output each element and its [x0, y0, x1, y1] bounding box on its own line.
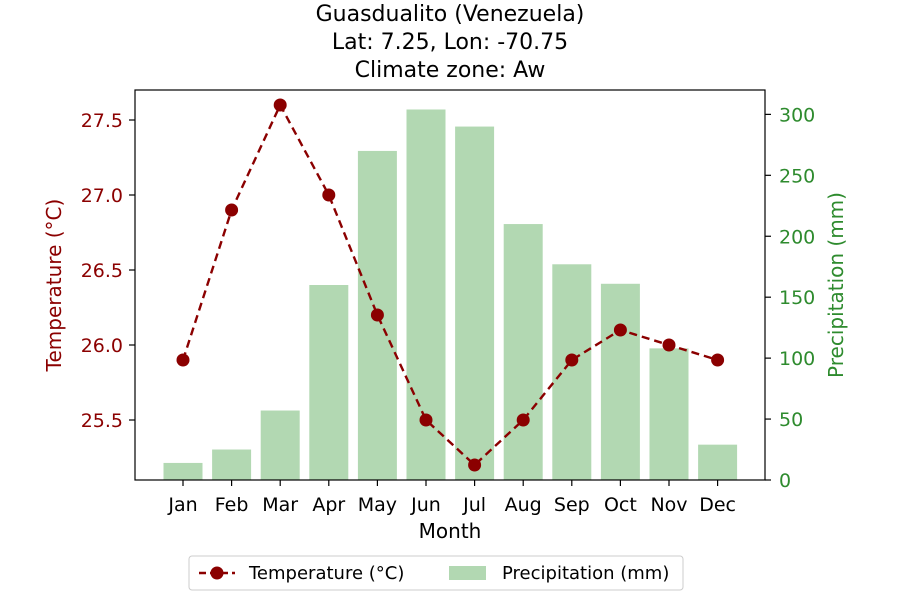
temperature-axis-label: Temperature (°C)	[42, 199, 66, 373]
precip-bar-jul	[455, 126, 495, 480]
month-axis-ticks: Jan Feb Mar Apr May Jun Jul Aug Sep Oct Nov Dec	[167, 480, 736, 516]
legend-precipitation-label: Precipitation (mm)	[502, 563, 669, 584]
temp-point-jul	[468, 458, 482, 472]
month-tick-label: Nov	[650, 494, 687, 516]
temp-point-jan	[176, 353, 190, 367]
precip-bar-feb	[212, 449, 252, 480]
month-tick-label: Jun	[410, 494, 441, 516]
precip-tick-label: 0	[779, 470, 791, 492]
temp-point-feb	[225, 203, 239, 217]
temp-point-aug	[516, 413, 530, 427]
precip-bar-dec	[698, 444, 738, 480]
legend-temperature-label: Temperature (°C)	[248, 563, 404, 584]
month-tick-label: Jul	[462, 494, 486, 516]
precip-bar-sep	[552, 264, 592, 480]
legend-precipitation-swatch	[449, 566, 486, 580]
temp-point-apr	[322, 188, 336, 202]
month-tick-label: Sep	[554, 494, 590, 516]
precip-bar-apr	[309, 285, 349, 480]
temp-tick-label: 25.5	[81, 410, 123, 432]
precip-tick-label: 200	[779, 226, 815, 248]
legend: Temperature (°C) Precipitation (mm)	[188, 555, 684, 591]
chart-title-line-2: Lat: 7.25, Lon: -70.75	[332, 30, 568, 55]
temp-point-may	[370, 308, 384, 322]
precip-bar-mar	[260, 410, 300, 480]
temp-point-sep	[565, 353, 579, 367]
legend-box	[188, 555, 684, 591]
precip-tick-label: 150	[779, 287, 815, 309]
legend-temperature-marker	[210, 566, 224, 580]
month-tick-label: Oct	[604, 494, 637, 516]
x-axis-label: Month	[419, 519, 482, 543]
temp-tick-label: 27.0	[81, 185, 123, 207]
temp-tick-label: 26.5	[81, 260, 123, 282]
temp-point-oct	[613, 323, 627, 337]
precipitation-axis-label: Precipitation (mm)	[824, 192, 848, 378]
precip-bar-aug	[503, 224, 543, 480]
month-tick-label: May	[358, 494, 397, 516]
precip-bar-oct	[600, 283, 640, 480]
temperature-series	[176, 98, 725, 472]
plot-frame	[134, 89, 766, 481]
chart-title-line-1: Guasdualito (Venezuela)	[316, 2, 585, 27]
temperature-line	[181, 102, 718, 467]
precip-tick-label: 300	[779, 104, 815, 126]
month-tick-label: Feb	[215, 494, 249, 516]
temp-tick-label: 26.0	[81, 335, 123, 357]
month-tick-label: Mar	[262, 494, 298, 516]
temp-point-mar	[273, 98, 287, 112]
precipitation-bars	[163, 109, 738, 480]
precip-tick-label: 100	[779, 348, 815, 370]
temperature-axis-ticks: 25.5 26.0 26.5 27.0 27.5	[81, 110, 135, 432]
month-tick-label: Aug	[505, 494, 542, 516]
month-tick-label: Jan	[167, 494, 197, 516]
temp-point-dec	[711, 353, 725, 367]
temp-point-nov	[662, 338, 676, 352]
precipitation-axis-ticks: 0 50 100 150 200 250 300	[765, 104, 815, 492]
chart-title-line-3: Climate zone: Aw	[355, 58, 546, 83]
month-tick-label: Apr	[312, 494, 345, 516]
month-tick-label: Dec	[699, 494, 736, 516]
precip-tick-label: 50	[779, 409, 803, 431]
precip-bar-nov	[649, 348, 689, 480]
precip-tick-label: 250	[779, 165, 815, 187]
temp-tick-label: 27.5	[81, 110, 123, 132]
temp-point-jun	[419, 413, 433, 427]
precip-bar-jan	[163, 462, 203, 480]
